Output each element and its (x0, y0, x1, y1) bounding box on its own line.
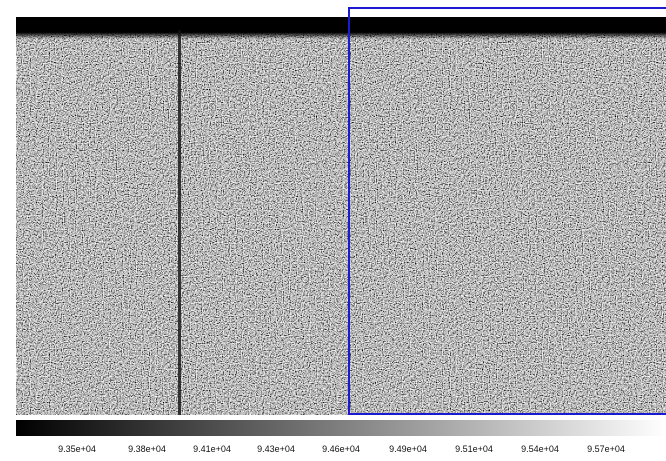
colorbar-label: 9.38e+04 (128, 444, 166, 454)
image-viewer: 9.35e+04 9.38e+04 9.41e+04 9.43e+04 9.46e+04… (0, 0, 666, 456)
colorbar-label: 9.46e+04 (322, 444, 360, 454)
colorbar-label: 9.41e+04 (193, 444, 231, 454)
colorbar-label: 9.54e+04 (521, 444, 559, 454)
colorbar-label: 9.43e+04 (257, 444, 295, 454)
colorbar-label: 9.35e+04 (58, 444, 96, 454)
image-pixels (16, 17, 666, 415)
image-top-strip (16, 17, 666, 39)
page: 9.35e+04 9.38e+04 9.41e+04 9.43e+04 9.46e+04… (0, 0, 666, 456)
colorbar-label: 9.57e+04 (587, 444, 625, 454)
colorbar-label: 9.51e+04 (455, 444, 493, 454)
bad-column (178, 30, 181, 415)
colorbar-labels: 9.35e+04 9.38e+04 9.41e+04 9.43e+04 9.46e+04… (58, 444, 625, 454)
colorbar-label: 9.49e+04 (389, 444, 427, 454)
colorbar[interactable] (16, 420, 666, 436)
